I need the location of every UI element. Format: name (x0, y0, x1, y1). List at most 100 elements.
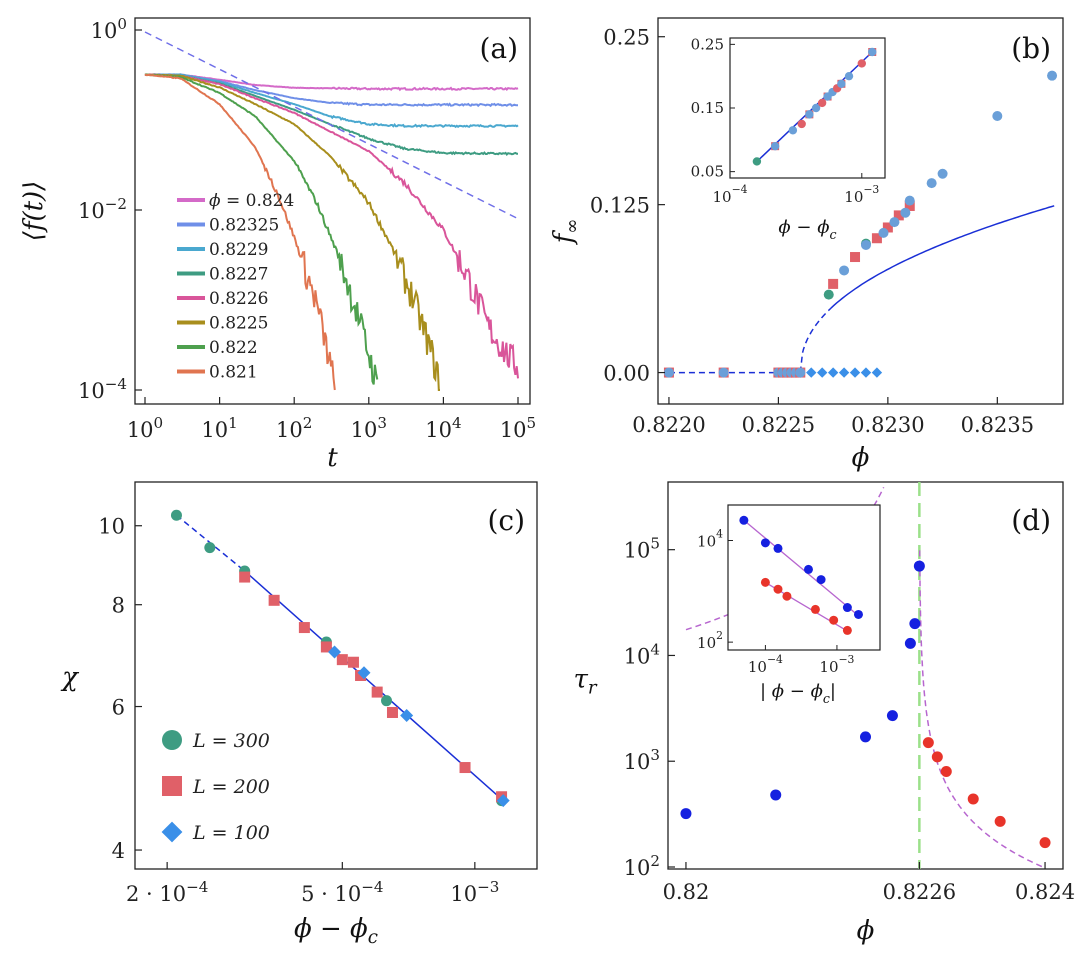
inset-x-tick-label-exp: −3 (863, 183, 879, 196)
panel-a: 100 101 102 103 104 10510010−210−4t⟨f(t)⟩(a)ϕ… (19, 15, 536, 473)
fit-dashed-curve (799, 307, 832, 373)
x-tick-label-exp: 4 (452, 414, 462, 432)
inset-data-blue (853, 609, 863, 619)
inset-x-tick-label-exp: −4 (732, 183, 748, 196)
inset-x-axis-label: | ϕ − ϕc| (760, 681, 836, 706)
x-tick-label: 105 (500, 414, 536, 442)
panel-label: (a) (479, 32, 518, 65)
inset-y-tick-label-base: 10 (697, 533, 716, 551)
x-axis-label-main: ϕ − ϕ (294, 914, 368, 944)
inset-y-tick-label: 102 (697, 629, 723, 652)
data-point-circle (878, 227, 889, 238)
legend-value: 0.82325 (209, 216, 279, 236)
y-axis-label: χ (60, 663, 80, 693)
data-point-blue (909, 618, 921, 630)
legend-label: 0.82325 (209, 216, 279, 236)
x-tick-label-mantissa: 2 · (126, 882, 159, 906)
inset-x-tick-label-exp: −4 (767, 653, 783, 666)
x-tick-label-exp: 3 (377, 414, 387, 432)
data-point-circle (170, 509, 182, 521)
fit-curve-right (918, 550, 1046, 869)
x-tick-label-base: 10 (127, 418, 154, 442)
y-tick-label-exp: −4 (105, 375, 127, 393)
data-point-square (459, 762, 471, 774)
inset-data-blue (803, 564, 813, 574)
legend-value: 0.824 (246, 191, 295, 211)
inset-data-red (782, 591, 792, 601)
inset-x-tick-label-base: 10 (819, 658, 838, 676)
y-tick-label: 8 (112, 594, 125, 618)
inset-data-point (857, 59, 866, 68)
data-point-red (967, 793, 979, 805)
x-tick-label: 0.8226 (883, 880, 956, 904)
x-tick-label-base: 10 (450, 882, 477, 906)
data-point-diamond (400, 708, 414, 722)
x-tick-label: 2 · 10−4 (126, 878, 208, 906)
data-point-red (1039, 837, 1051, 849)
y-tick-label-base: 10 (78, 379, 105, 403)
legend-value: 0.8225 (209, 314, 268, 334)
inset-data-point (805, 110, 814, 119)
inset-data-point (837, 79, 846, 89)
data-point-square (882, 222, 893, 233)
inset-data-red (773, 584, 783, 594)
inset-x-axis-label-sub: c (823, 691, 830, 706)
inset-x-axis-label-sub: c (830, 227, 837, 242)
x-tick-label: 100 (127, 414, 163, 442)
x-tick-label: 0.8225 (742, 413, 815, 437)
series-line-0.8225 (144, 73, 440, 391)
data-point-square (850, 252, 861, 263)
x-axis-label: ϕ − ϕc (294, 914, 378, 948)
inset-y-tick-label-exp: 4 (716, 528, 723, 541)
y-tick-label-exp: 0 (117, 15, 127, 33)
inset-x-axis-label: ϕ − ϕc (778, 217, 836, 242)
y-tick-label: 104 (624, 640, 660, 668)
inset-data-blue (760, 538, 770, 548)
x-tick-label: 103 (351, 414, 387, 442)
x-axis-label-sub: c (368, 927, 378, 948)
x-tick-label: 0.82 (663, 880, 710, 904)
data-point-blue (860, 731, 871, 743)
data-point-circle (860, 239, 871, 250)
y-tick-label-base: 10 (91, 19, 118, 43)
y-tick-label: 10−4 (78, 375, 127, 403)
inset-frame (729, 37, 886, 179)
data-point-square (268, 594, 280, 606)
panel-c-frame (134, 481, 538, 870)
data-point-square (386, 706, 398, 718)
legend-marker-diamond (161, 821, 183, 843)
data-point-circle (1047, 70, 1058, 81)
y-tick-label-exp: 4 (650, 640, 660, 658)
legend-label: 0.8229 (209, 240, 268, 260)
legend-prefix: ϕ = (209, 191, 246, 211)
inset-data-blue (842, 603, 852, 613)
inset-y-tick-label-exp: 2 (716, 629, 723, 642)
x-tick-label-base: 10 (425, 418, 452, 442)
data-point-circle (795, 367, 806, 378)
y-tick-label-exp: 5 (650, 535, 660, 553)
x-tick-label: 0.824 (1015, 880, 1075, 904)
guide-dashed-line (144, 31, 519, 220)
x-tick-label-base: 10 (201, 418, 228, 442)
y-tick-label: 100 (91, 15, 127, 43)
data-point-diamond (496, 794, 510, 808)
inset-y-tick-label-base: 10 (697, 634, 716, 652)
data-point-circle (926, 178, 937, 189)
data-point-circle (904, 195, 915, 206)
inset-y-tick-label: 0.25 (691, 35, 724, 53)
data-point-square (371, 686, 383, 698)
x-tick-label-exp: 5 (527, 414, 537, 432)
inset-x-tick-label-base: 10 (844, 188, 863, 206)
inset-frame (727, 504, 881, 651)
legend-value: 0.8226 (209, 289, 268, 309)
y-tick-label: 0.25 (603, 26, 650, 50)
legend-label: 0.821 (209, 363, 258, 383)
data-point-square (347, 656, 359, 668)
x-tick-label-exp: −3 (477, 878, 499, 896)
data-point-blue (886, 710, 898, 722)
inset-data-blue (739, 515, 749, 525)
data-point-diamond (357, 666, 371, 680)
inset-x-tick-label: 10−3 (819, 653, 854, 676)
x-tick-label: 102 (276, 414, 312, 442)
